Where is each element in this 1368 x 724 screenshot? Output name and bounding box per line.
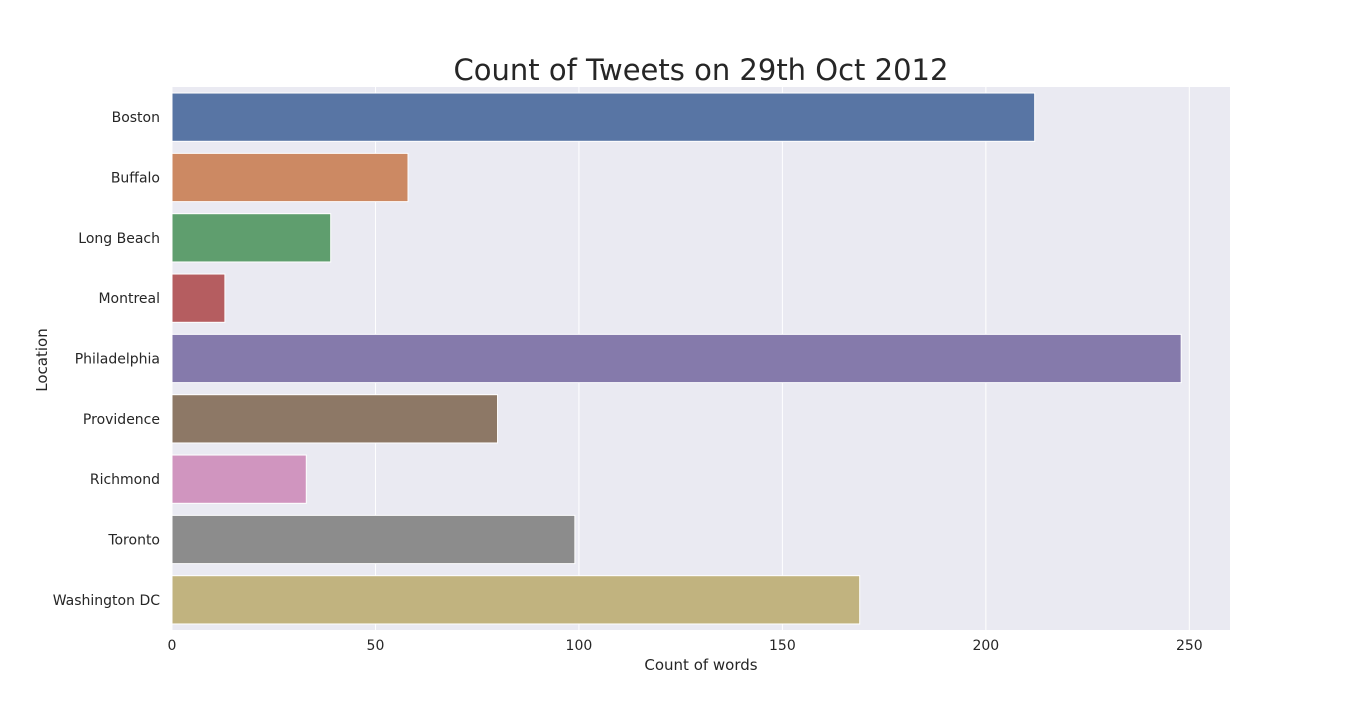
bar-richmond bbox=[171, 454, 307, 504]
y-tick-label: Philadelphia bbox=[75, 352, 160, 368]
x-tick-label: 150 bbox=[769, 638, 796, 654]
x-tick-labels: 0 50 100 150 200 250 bbox=[168, 638, 1203, 654]
y-axis-label: Location bbox=[33, 328, 51, 391]
x-axis-label: Count of words bbox=[644, 656, 757, 674]
y-tick-label: Richmond bbox=[90, 472, 160, 488]
y-tick-label: Buffalo bbox=[111, 171, 160, 187]
bar-washington-dc bbox=[171, 575, 861, 625]
bar-philadelphia bbox=[171, 333, 1182, 384]
bar-buffalo bbox=[171, 152, 409, 203]
bar-montreal bbox=[171, 273, 226, 323]
bar-boston bbox=[171, 92, 1036, 142]
bar-providence bbox=[171, 394, 499, 444]
y-tick-label: Montreal bbox=[98, 291, 160, 307]
bars bbox=[171, 92, 1182, 625]
y-tick-label: Washington DC bbox=[53, 593, 161, 609]
y-tick-label: Boston bbox=[112, 110, 160, 126]
bar-toronto bbox=[171, 514, 576, 565]
y-tick-label: Providence bbox=[83, 412, 160, 428]
x-tick-label: 0 bbox=[168, 638, 177, 654]
x-tick-label: 200 bbox=[972, 638, 999, 654]
y-tick-label: Toronto bbox=[107, 533, 160, 549]
y-tick-label: Long Beach bbox=[78, 231, 160, 247]
x-tick-label: 250 bbox=[1176, 638, 1203, 654]
chart-title: Count of Tweets on 29th Oct 2012 bbox=[454, 53, 949, 87]
x-tick-label: 50 bbox=[367, 638, 385, 654]
y-tick-labels: Boston Buffalo Long Beach Montreal Philadelp… bbox=[53, 110, 161, 609]
bar-long-beach bbox=[171, 213, 332, 263]
x-tick-label: 100 bbox=[566, 638, 593, 654]
